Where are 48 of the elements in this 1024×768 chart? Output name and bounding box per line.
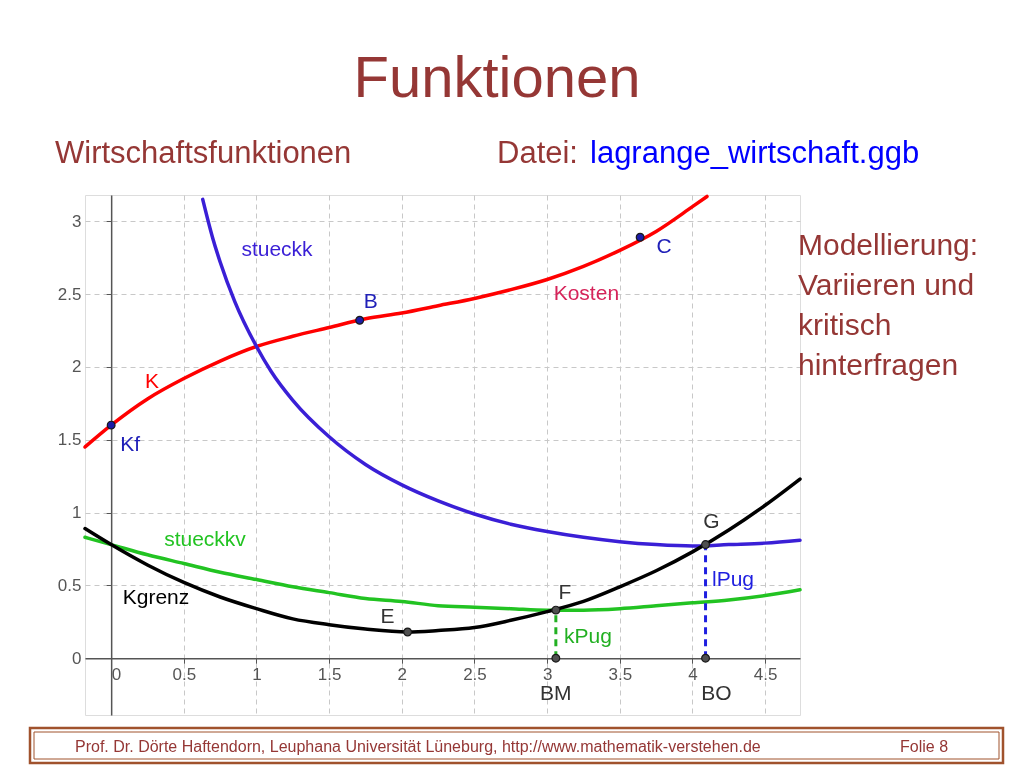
- annotation: F: [558, 580, 572, 604]
- y-tick-label: 1: [72, 503, 82, 523]
- y-tick-label: 0.5: [57, 575, 82, 595]
- text: Prof. Dr. Dörte Haftendorn, Leuphana Universität Lüneburg, http://www.mathematik-verstehen.de: [75, 738, 761, 755]
- point: [403, 627, 413, 637]
- chart-title: Funktionen: [353, 44, 641, 109]
- annotation: C: [656, 234, 672, 258]
- x-tick-label: 2: [397, 664, 408, 684]
- point: [355, 315, 365, 325]
- point: [551, 605, 561, 615]
- annotation: E: [380, 603, 395, 627]
- point: [551, 653, 561, 663]
- series-label: Kgrenz: [122, 585, 190, 608]
- text: Datei:: [497, 135, 578, 170]
- y-tick-label: 2.5: [57, 284, 82, 304]
- annotation: B: [363, 289, 378, 313]
- annotation: BM: [540, 681, 572, 705]
- chart-subtitle: Wirtschaftsfunktionen: [55, 135, 352, 170]
- x-tick-label: 3.5: [608, 664, 633, 684]
- line-series: [83, 194, 709, 449]
- annotation: Kf: [120, 432, 141, 456]
- point: [701, 540, 711, 550]
- x-tick-label: 3: [542, 664, 553, 684]
- y-tick-label: 3: [72, 211, 82, 231]
- series-label: lPug: [711, 567, 755, 590]
- x-tick-label: 2.5: [463, 664, 487, 684]
- x-tick-label: 1: [252, 664, 262, 684]
- annotation: Modellierung: Variieren und kritisch hinterfragen: [798, 228, 979, 381]
- series-label: K: [144, 369, 160, 392]
- point: [701, 653, 711, 663]
- x-tick-label: 4: [688, 664, 698, 684]
- series-label: stueckkv: [164, 527, 247, 550]
- x-tick-label: 0: [111, 664, 122, 684]
- text: Folie 8: [900, 738, 949, 755]
- text: lagrange_wirtschaft.ggb: [590, 135, 920, 170]
- y-tick-label: 1.5: [57, 430, 82, 450]
- point: [106, 420, 116, 430]
- annotation: BO: [701, 681, 732, 705]
- annotation: Kosten: [553, 281, 620, 305]
- y-tick-label: 0: [72, 648, 82, 668]
- annotation: G: [703, 508, 720, 532]
- series-label: stueckk: [241, 237, 314, 260]
- x-tick-label: 1.5: [317, 664, 342, 684]
- y-tick-label: 2: [72, 357, 82, 377]
- x-tick-label: 0.5: [172, 664, 197, 684]
- series-label: kPug: [564, 624, 612, 647]
- point: [635, 232, 645, 242]
- x-tick-label: 4.5: [753, 664, 778, 684]
